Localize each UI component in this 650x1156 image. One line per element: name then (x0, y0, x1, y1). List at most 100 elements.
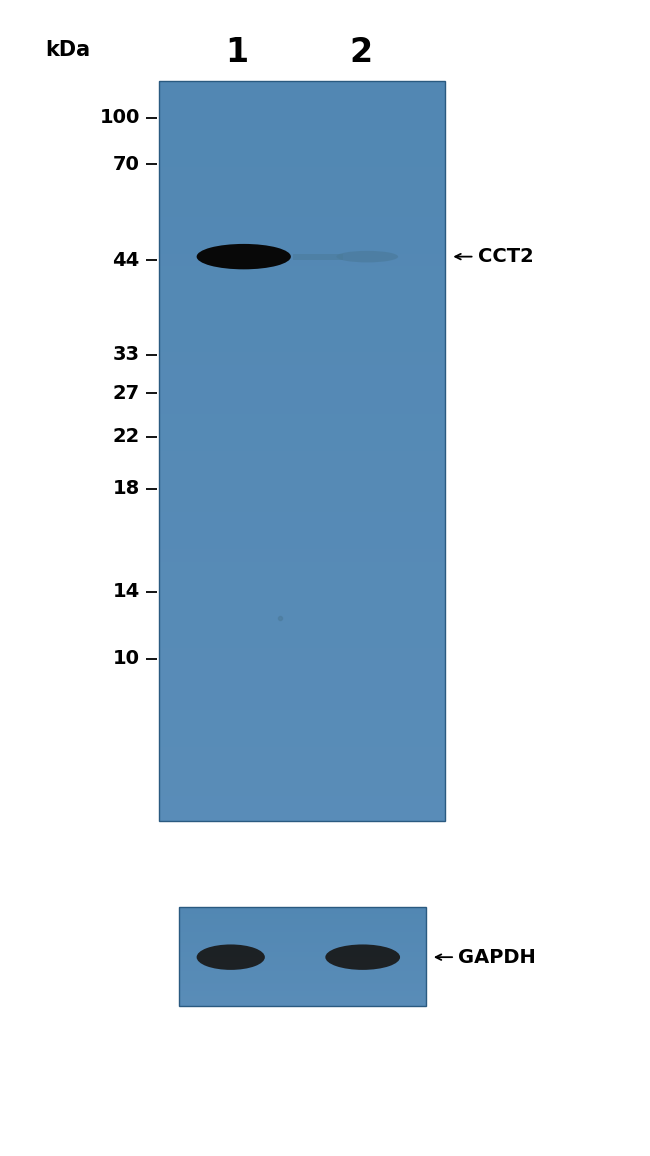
Bar (179, 990, 426, 991)
Text: GAPDH: GAPDH (458, 948, 536, 966)
Bar (179, 985, 426, 986)
Bar (159, 612, 445, 623)
Bar (159, 660, 445, 673)
Bar (179, 948, 426, 950)
Bar (159, 353, 445, 364)
Bar (179, 947, 426, 948)
Bar (159, 784, 445, 796)
Bar (179, 934, 426, 935)
Bar (159, 575, 445, 586)
Bar (179, 916, 426, 918)
Bar (159, 155, 445, 168)
Bar (159, 808, 445, 821)
Text: 33: 33 (112, 346, 140, 364)
Bar (179, 912, 426, 914)
Bar (179, 936, 426, 939)
Bar (179, 973, 426, 975)
Bar (179, 935, 426, 936)
Bar (179, 983, 426, 985)
Bar (179, 946, 426, 947)
Ellipse shape (326, 944, 400, 970)
Bar (159, 599, 445, 612)
Bar (179, 954, 426, 955)
Bar (159, 747, 445, 759)
Bar (159, 242, 445, 253)
Text: 14: 14 (112, 583, 140, 601)
Bar (179, 943, 426, 946)
Bar (159, 390, 445, 401)
Bar (159, 636, 445, 649)
Bar (159, 377, 445, 390)
Bar (179, 965, 426, 966)
Bar (159, 673, 445, 686)
Bar (159, 710, 445, 722)
Bar (159, 94, 445, 105)
Bar (179, 975, 426, 976)
Bar (159, 290, 445, 303)
Text: 2: 2 (349, 36, 372, 68)
Bar (179, 918, 426, 919)
Text: 1: 1 (226, 36, 249, 68)
Bar (179, 958, 426, 959)
Bar (179, 999, 426, 1001)
Bar (159, 796, 445, 808)
Bar (179, 966, 426, 968)
Text: kDa: kDa (46, 39, 90, 60)
Bar (179, 942, 426, 943)
Text: 22: 22 (112, 428, 140, 446)
Bar (159, 316, 445, 327)
Bar (179, 924, 426, 926)
Bar (179, 994, 426, 995)
Bar (179, 1002, 426, 1005)
Bar (159, 586, 445, 599)
Bar (179, 922, 426, 924)
Bar (179, 907, 426, 1006)
Bar (159, 81, 445, 94)
Bar (179, 970, 426, 971)
Bar (179, 907, 426, 909)
Bar (159, 697, 445, 710)
Bar (159, 303, 445, 316)
Bar (159, 192, 445, 205)
Bar (179, 993, 426, 994)
Bar (179, 981, 426, 983)
Bar (159, 118, 445, 131)
Bar (159, 105, 445, 118)
Bar (179, 971, 426, 973)
Bar (179, 1005, 426, 1006)
Bar (179, 957, 426, 958)
Bar (179, 959, 426, 962)
Bar (159, 771, 445, 784)
Bar (179, 939, 426, 940)
Ellipse shape (337, 251, 398, 262)
Bar (159, 229, 445, 242)
Text: 10: 10 (112, 650, 140, 668)
Bar (179, 963, 426, 965)
Bar (159, 168, 445, 179)
Bar (159, 538, 445, 549)
Bar (159, 562, 445, 575)
Bar (159, 686, 445, 697)
Bar (159, 649, 445, 660)
Text: 100: 100 (99, 109, 140, 127)
Bar (179, 987, 426, 990)
Bar (179, 995, 426, 998)
Bar (159, 266, 445, 279)
Bar (179, 919, 426, 920)
Bar (159, 734, 445, 747)
Bar (159, 414, 445, 427)
Bar (179, 932, 426, 934)
Bar (159, 81, 445, 821)
Ellipse shape (196, 944, 265, 970)
Bar (159, 401, 445, 414)
Bar (179, 978, 426, 979)
Bar (159, 525, 445, 538)
Bar (179, 976, 426, 978)
Text: 44: 44 (112, 251, 140, 269)
Bar (179, 911, 426, 912)
Bar (292, 253, 343, 259)
Bar (159, 216, 445, 229)
Bar (179, 955, 426, 957)
Bar (159, 549, 445, 562)
Bar (159, 451, 445, 464)
